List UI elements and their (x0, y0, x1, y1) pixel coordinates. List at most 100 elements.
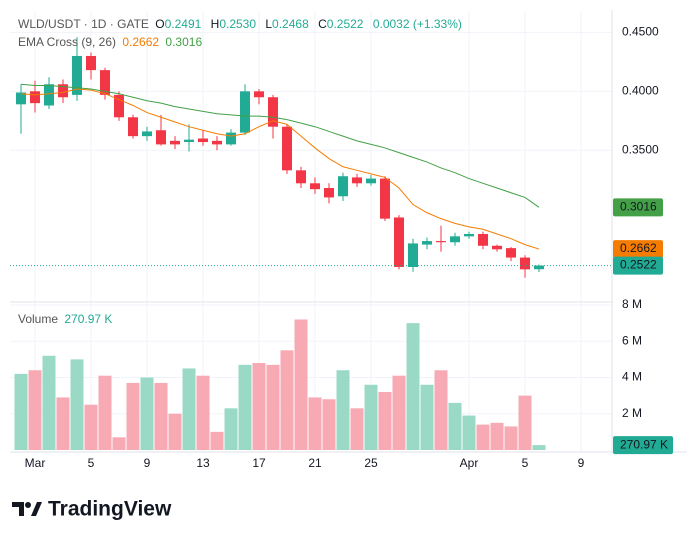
candle-body (282, 126, 292, 171)
candle-body (156, 130, 166, 145)
volume-bar (322, 399, 336, 450)
volume-bar (196, 375, 210, 450)
candle-body (100, 70, 110, 95)
candle-body (450, 236, 460, 243)
candle-body (226, 132, 236, 145)
ema-value: 0.3016 (165, 35, 203, 49)
candle-body (352, 177, 362, 184)
field-label: H (210, 17, 220, 31)
y-tick-label: 0.3500 (622, 142, 659, 156)
ohlc-field: L0.2468 (265, 17, 311, 31)
ohlc-field: H0.2530 (211, 17, 259, 31)
ema-badge-bg (613, 198, 663, 217)
volume-bar (532, 445, 546, 450)
volume-bar (140, 377, 154, 450)
volume-bar (154, 382, 168, 450)
candle-body (16, 92, 26, 105)
volume-bar (294, 319, 308, 450)
volume-badge: 270.97 K (620, 437, 668, 451)
candle-body (324, 188, 334, 198)
x-tick-label: 25 (364, 456, 378, 470)
volume-bar (210, 431, 224, 450)
candle-body (366, 178, 376, 184)
field-label: L (265, 17, 273, 31)
volume-tick-label: 8 M (622, 297, 642, 311)
change: 0.0032 (+1.33%) (372, 17, 462, 31)
y-tick-label: 0.4500 (622, 25, 659, 39)
volume-bar (84, 404, 98, 450)
x-tick-label: Apr (460, 456, 479, 470)
field-value: 0.2530 (219, 17, 257, 31)
candle-body (422, 241, 432, 245)
volume-legend: Volume 270.97 K (18, 312, 115, 326)
ema-value: 0.2662 (122, 35, 160, 49)
volume-bar (14, 373, 28, 450)
candle-body (506, 248, 516, 258)
candle-body (142, 131, 152, 137)
y-tick-label: 0.4000 (622, 84, 659, 98)
candle-body (436, 241, 446, 243)
candle-body (520, 257, 530, 270)
candle-body (310, 183, 320, 190)
volume-bar (98, 375, 112, 450)
x-tick-label: 5 (88, 456, 95, 470)
candle-body (478, 233, 488, 246)
volume-bar (238, 364, 252, 450)
volume-bar (126, 382, 140, 450)
x-tick-label: 5 (522, 456, 529, 470)
candle-body (338, 176, 348, 197)
candle-body (534, 265, 544, 270)
candle-body (86, 55, 96, 71)
volume-bar (378, 392, 392, 450)
volume-tick-label: 6 M (622, 333, 642, 347)
field-label: O (155, 17, 165, 31)
brand: TradingView (48, 498, 172, 521)
candle-body (212, 140, 222, 145)
x-tick-label: 13 (196, 456, 210, 470)
volume-bar (448, 402, 462, 450)
volume-bar (420, 384, 434, 450)
volume-bar (182, 368, 196, 450)
candle-body (268, 97, 278, 127)
volume-bar (364, 384, 378, 450)
symbol: WLD/USDT · 1D · GATE (18, 17, 149, 31)
volume-value: 270.97 K (64, 312, 113, 326)
candle-body (30, 91, 40, 104)
volume-bar (406, 323, 420, 450)
volume-bar (266, 364, 280, 450)
candle-body (184, 139, 194, 143)
volume-bar (308, 397, 322, 450)
plot-area (14, 37, 546, 450)
ema-title: EMA Cross (9, 26) (18, 35, 117, 49)
volume-bar (462, 415, 476, 450)
x-tick-label: 9 (578, 456, 585, 470)
candle-body (170, 140, 180, 145)
x-tick-label: Mar (25, 456, 46, 470)
volume-bar (28, 370, 42, 450)
ema-badge: 0.3016 (620, 200, 657, 214)
volume-badge-bg (613, 436, 673, 455)
ema-legend: EMA Cross (9, 26) 0.2662 0.3016 (18, 35, 205, 49)
logo-icon (12, 502, 42, 516)
candle-body (198, 138, 208, 143)
volume-bar (392, 375, 406, 450)
volume-bar (518, 395, 532, 450)
last-price-badge: 0.2522 (620, 258, 657, 272)
volume-tick-label: 2 M (622, 406, 642, 420)
volume-bar (504, 426, 518, 450)
candle-body (72, 55, 82, 95)
candle-body (394, 217, 404, 267)
candle-body (464, 233, 474, 237)
field-value: 0.2491 (164, 17, 202, 31)
ema-line (20, 83, 540, 208)
candle-body (380, 178, 390, 219)
x-tick-label: 17 (252, 456, 266, 470)
volume-bar (280, 350, 294, 450)
symbol-legend: WLD/USDT · 1D · GATE O0.2491 H0.2530 L0.… (18, 17, 465, 31)
volume-bar (434, 370, 448, 450)
volume-title: Volume (18, 312, 59, 326)
volume-bar (336, 370, 350, 450)
candle-body (58, 84, 68, 98)
x-tick-label: 9 (144, 456, 151, 470)
